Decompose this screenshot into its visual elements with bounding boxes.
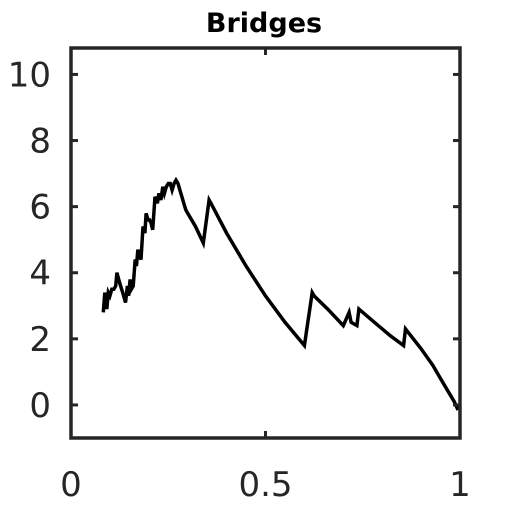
x-tick-label: 0.5 <box>238 465 292 505</box>
y-tick-label: 8 <box>29 122 51 162</box>
x-tick-label: 0 <box>60 465 82 505</box>
y-tick-label: 2 <box>29 320 51 360</box>
x-tick-label: 1 <box>449 465 471 505</box>
y-tick-label: 6 <box>29 188 51 228</box>
y-tick-label: 10 <box>8 55 51 95</box>
y-tick-label: 0 <box>29 386 51 426</box>
y-tick-label: 4 <box>29 254 51 294</box>
line-layer <box>101 176 461 411</box>
series-line-0 <box>101 176 461 411</box>
plot-frame <box>69 46 462 440</box>
chart-title: Bridges <box>206 8 322 39</box>
axes-layer <box>69 46 462 440</box>
